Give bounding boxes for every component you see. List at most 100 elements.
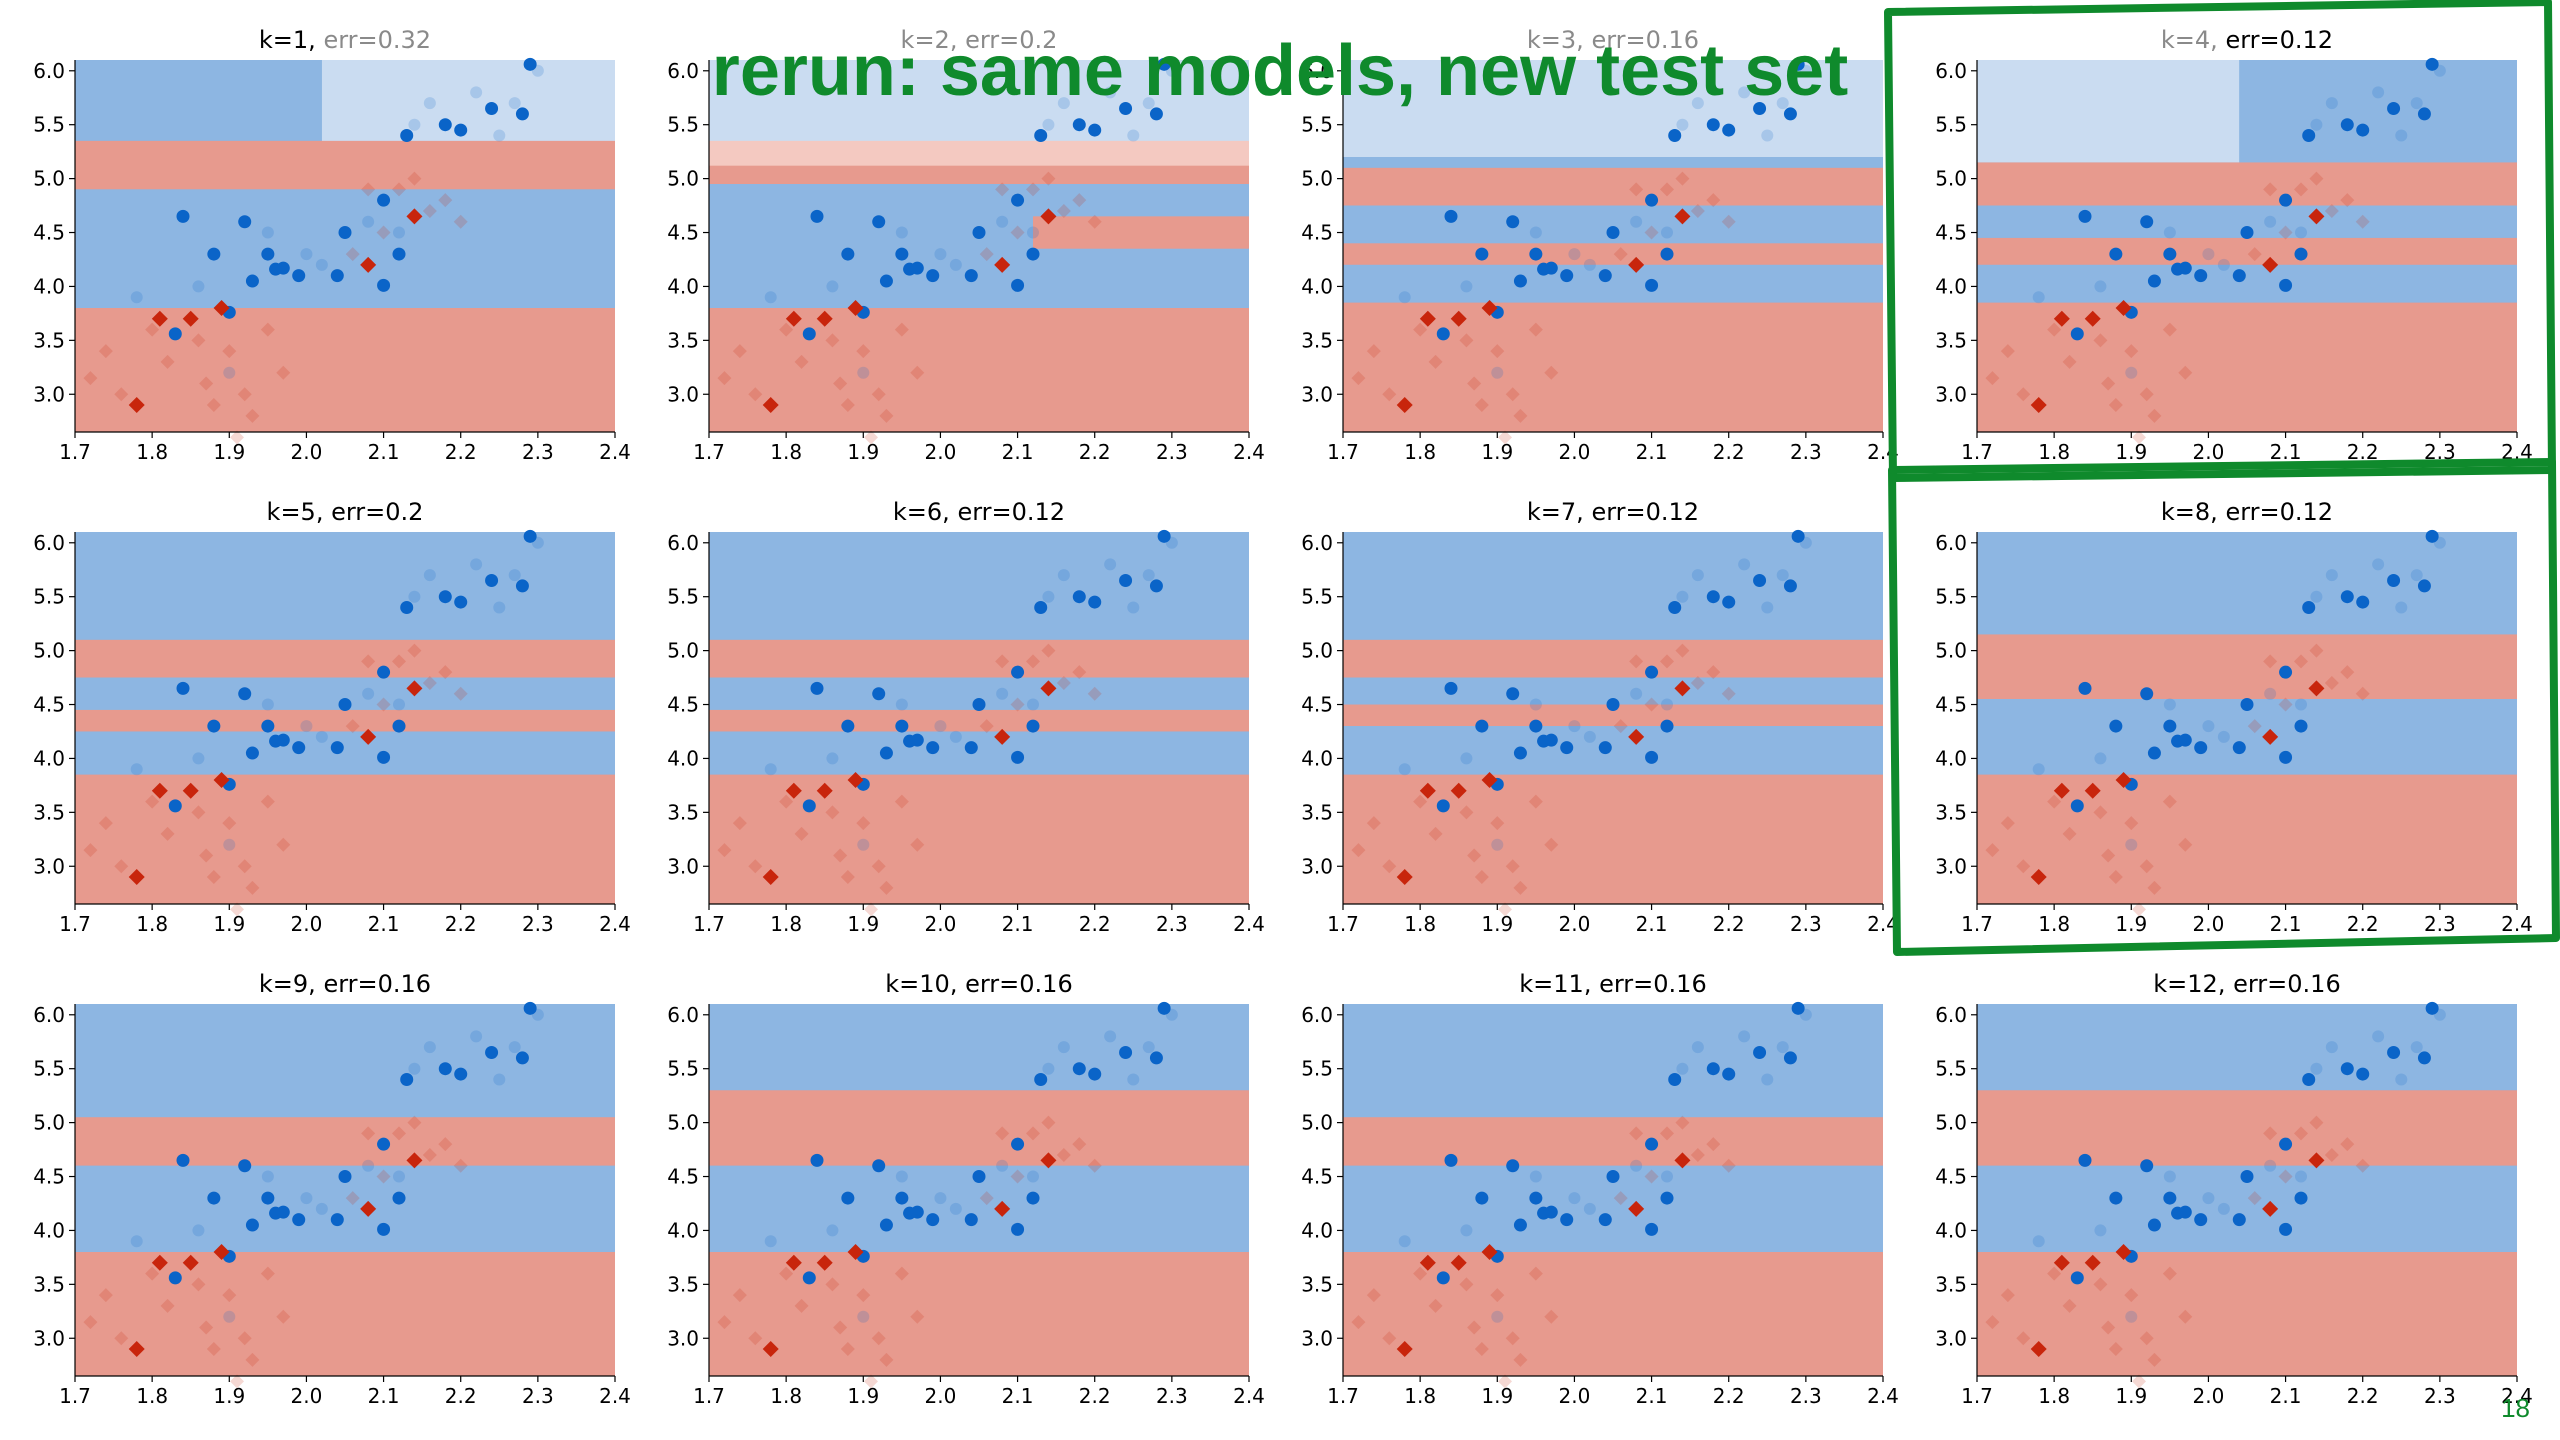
test-point-red	[213, 1244, 230, 1260]
train-point-red	[1498, 1374, 1512, 1389]
test-point-blue	[1072, 118, 1086, 132]
train-point-red	[1544, 837, 1559, 852]
test-point-red	[1674, 680, 1691, 697]
test-point-blue	[1668, 128, 1682, 142]
test-point-red	[2262, 256, 2279, 273]
train-point-red	[1382, 387, 1397, 402]
test-point-blue	[1753, 1046, 1767, 1060]
y-tick-label: 5.0	[667, 167, 699, 191]
train-point-red	[2062, 354, 2077, 369]
test-point-blue	[879, 746, 893, 760]
test-point-blue	[1645, 665, 1659, 679]
y-tick-label: 4.0	[1301, 274, 1333, 298]
test-point-blue	[377, 278, 391, 292]
x-tick-label: 2.4	[1233, 912, 1265, 936]
train-point-red	[1498, 430, 1512, 445]
train-point-blue	[1491, 838, 1504, 851]
train-point-red	[145, 1266, 160, 1281]
panel-err-label: err=0.12	[957, 498, 1065, 526]
decision-region-blue	[1343, 264, 1883, 303]
panel-err-label: err=0.16	[323, 970, 431, 998]
test-point-blue	[1436, 1271, 1450, 1285]
x-tick-label: 1.9	[213, 440, 245, 464]
train-point-blue	[2163, 1170, 2176, 1183]
train-point-blue	[2310, 590, 2323, 603]
decision-region-blue	[75, 731, 615, 775]
test-point-blue	[2387, 1046, 2401, 1060]
x-tick-label: 2.4	[599, 1384, 631, 1408]
test-point-blue	[515, 107, 529, 121]
train-point-red	[910, 1309, 925, 1324]
test-point-red	[182, 310, 199, 327]
decision-region-red	[1343, 1252, 1883, 1376]
train-point-red	[748, 387, 763, 402]
test-point-blue	[910, 261, 924, 275]
train-point-red	[1428, 826, 1443, 841]
test-point-blue	[377, 1137, 391, 1151]
test-point-red	[2115, 772, 2132, 788]
train-point-blue	[1691, 569, 1704, 582]
train-point-red	[199, 376, 214, 391]
train-point-red	[2178, 837, 2193, 852]
train-point-blue	[2094, 280, 2107, 293]
y-tick-label: 5.0	[1301, 639, 1333, 663]
train-point-blue	[223, 1310, 236, 1323]
train-point-blue	[2264, 687, 2277, 700]
test-point-blue	[261, 719, 275, 733]
y-tick-label: 5.5	[667, 1057, 699, 1081]
train-point-red	[237, 1331, 252, 1346]
y-tick-label: 4.0	[667, 1218, 699, 1242]
train-point-blue	[1676, 118, 1689, 131]
test-point-red	[406, 1152, 423, 1169]
train-point-red	[1072, 1137, 1087, 1152]
test-point-blue	[1149, 107, 1163, 121]
train-point-red	[1382, 1331, 1397, 1346]
train-point-red	[1056, 1147, 1071, 1162]
train-point-red	[1010, 697, 1025, 712]
train-point-red	[2355, 1158, 2370, 1173]
train-point-red	[1467, 848, 1482, 863]
test-point-blue	[1598, 269, 1612, 283]
train-point-red	[717, 371, 732, 386]
train-point-red	[376, 1169, 391, 1184]
train-point-blue	[300, 1192, 313, 1205]
test-point-red	[762, 869, 779, 886]
test-point-blue	[238, 215, 252, 229]
train-point-red	[2178, 1309, 2193, 1324]
train-point-red	[1544, 1309, 1559, 1324]
train-point-red	[1613, 719, 1628, 734]
panel-k-label: k=5,	[267, 498, 332, 526]
test-point-blue	[841, 1191, 855, 1205]
train-point-red	[1505, 859, 1520, 874]
train-point-blue	[996, 215, 1009, 228]
x-tick-label: 2.0	[2193, 912, 2225, 936]
test-point-blue	[400, 1072, 414, 1086]
train-point-red	[1351, 371, 1366, 386]
x-tick-label: 2.3	[1790, 1384, 1822, 1408]
panel-k-10: 1.7 1.8 1.9 2.0 2.1 2.2 2.3 2.4 3.0 3.5 4.0 4.5 5.0 5…	[667, 970, 1265, 1408]
test-point-blue	[330, 1213, 344, 1227]
decision-region-red	[1977, 1252, 2517, 1376]
train-point-blue	[393, 1170, 405, 1183]
x-tick-label: 1.7	[59, 912, 91, 936]
train-point-red	[230, 902, 244, 917]
test-point-blue	[485, 574, 499, 588]
test-point-blue	[1157, 529, 1171, 543]
train-point-blue	[362, 687, 375, 700]
panel-k-label: k=8,	[2161, 498, 2226, 526]
x-tick-label: 2.2	[1079, 912, 1111, 936]
train-point-blue	[1057, 97, 1070, 110]
test-point-blue	[2387, 574, 2401, 588]
test-point-blue	[1645, 1222, 1659, 1236]
train-point-red	[361, 182, 376, 197]
train-point-red	[1041, 643, 1056, 658]
train-point-red	[1366, 344, 1381, 359]
decision-region-blue	[2239, 60, 2517, 163]
decision-region-red	[75, 140, 615, 190]
y-tick-label: 3.5	[1935, 800, 1967, 824]
panel-title: k=11, err=0.16	[1519, 970, 1706, 998]
decision-region-red	[1343, 302, 1883, 432]
test-point-blue	[2294, 247, 2308, 261]
train-point-blue	[223, 366, 236, 379]
train-point-red	[979, 247, 994, 262]
